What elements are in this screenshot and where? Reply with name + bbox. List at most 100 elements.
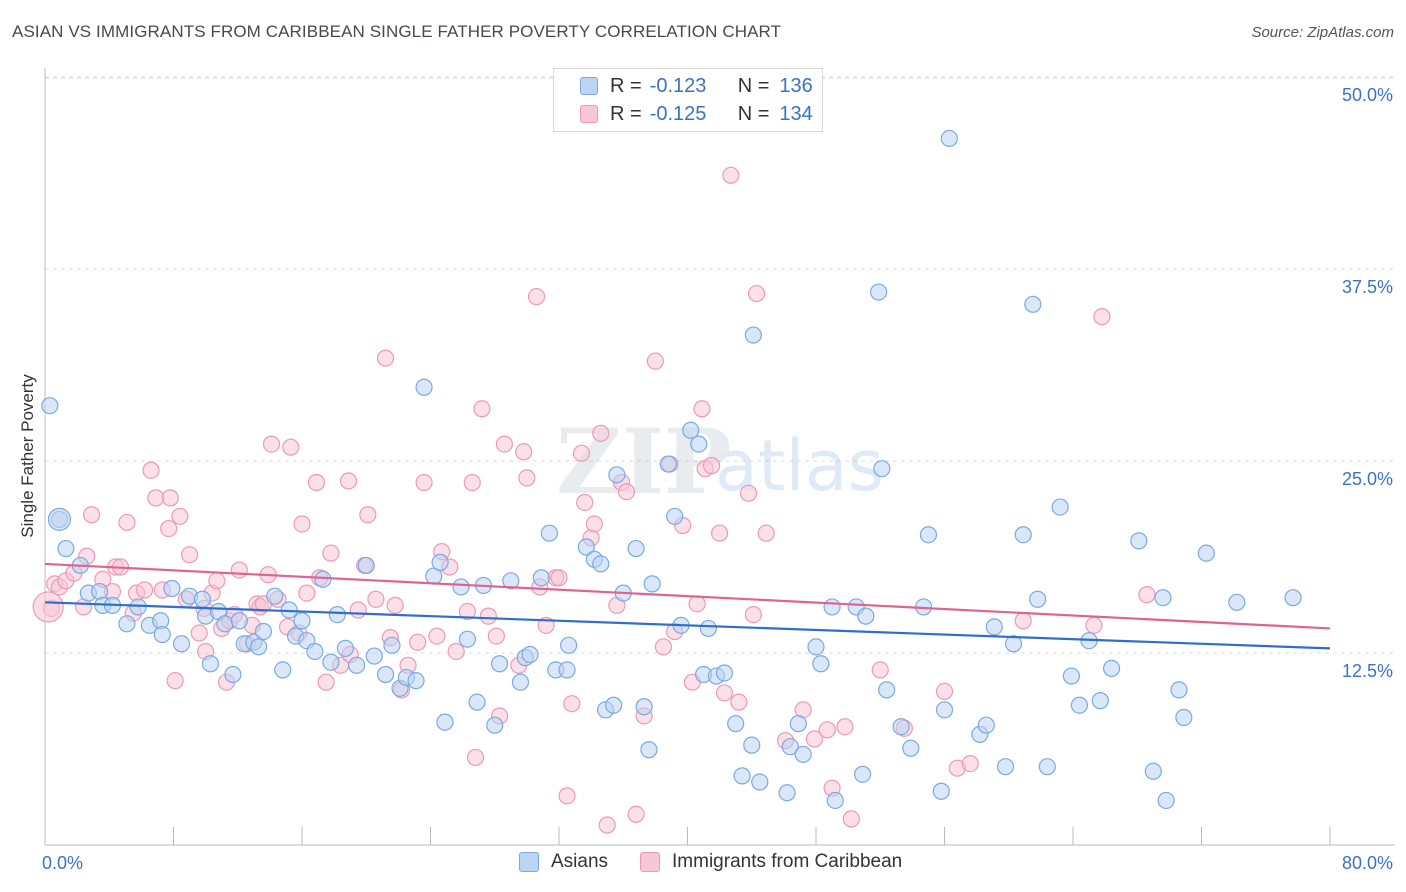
asian-point-85	[727, 715, 745, 733]
asian-point-120	[1051, 498, 1069, 516]
caribbean-point-110	[715, 684, 734, 702]
asian-point-38	[348, 656, 366, 674]
asian-point-45	[407, 672, 425, 690]
asian-point-117	[1024, 295, 1042, 313]
legend-n-label: N =	[737, 74, 770, 97]
asian-point-96	[823, 598, 841, 616]
asian-point-63	[558, 661, 576, 679]
asian-point-118	[1029, 590, 1047, 608]
asian-point-105	[902, 739, 920, 757]
caribbean-point-59	[376, 349, 395, 367]
y-tick-label-2: 37.5%	[1342, 277, 1393, 297]
asian-point-122	[1070, 696, 1089, 714]
caribbean-point-126	[935, 682, 954, 701]
asian-point-34	[314, 570, 332, 588]
chart-title: ASIAN VS IMMIGRANTS FROM CARIBBEAN SINGL…	[12, 22, 782, 41]
caribbean-point-81	[527, 288, 546, 306]
legend-n-value-caribbean: 134	[779, 102, 813, 125]
asian-point-59	[521, 645, 539, 664]
asian-point-86	[733, 767, 751, 785]
asian-point-80	[690, 435, 708, 453]
asian-point-55	[490, 655, 509, 673]
legend-r-label: R =	[610, 74, 642, 97]
asian-point-64	[560, 636, 578, 654]
caribbean-point-105	[688, 595, 706, 613]
caribbean-point-44	[282, 438, 300, 456]
asian-point-104	[892, 718, 910, 736]
asian-point-60	[532, 569, 550, 587]
asian-point-20	[216, 615, 234, 633]
asian-point-77	[666, 507, 684, 525]
asian-point-72	[627, 539, 645, 558]
legend-r-label: R =	[610, 102, 642, 125]
caribbean-point-16	[142, 461, 160, 479]
x-tick-labels: 0.0% 80.0%	[42, 853, 1393, 873]
caribbean-point-96	[617, 483, 636, 501]
asian-point-25	[250, 638, 268, 656]
caribbean-point-106	[693, 400, 711, 418]
asian-point-22	[230, 612, 248, 630]
caribbean-point-25	[190, 624, 208, 642]
asian-point-36	[328, 605, 346, 624]
caribbean-point-92	[592, 424, 610, 442]
asian-point-97	[826, 791, 844, 810]
asian-point-115	[1004, 635, 1023, 653]
asian-point-21	[224, 665, 242, 684]
asian-point-99	[853, 765, 872, 783]
caribbean-point-91	[585, 515, 603, 533]
caribbean-point-80	[518, 469, 536, 487]
asian-point-56	[502, 572, 520, 590]
asian-point-48	[431, 553, 449, 571]
stats-legend: R = -0.123 N = 136 R = -0.125 N = 134	[553, 68, 823, 132]
axes	[44, 68, 1395, 846]
legend-r-value-asians: -0.123	[649, 74, 707, 97]
asian-point-40	[365, 647, 383, 665]
asian-point-87	[743, 736, 761, 754]
x-tick-label-max: 80.0%	[1342, 853, 1393, 873]
asian-point-52	[468, 693, 486, 711]
asian-point-51	[458, 630, 477, 648]
asian-point-27	[266, 587, 284, 605]
caribbean-point-53	[339, 472, 358, 490]
asian-point-57	[511, 673, 530, 691]
asian-point-114	[996, 758, 1015, 776]
asian-point-41	[376, 665, 395, 684]
asian-point-84	[715, 664, 734, 682]
asian-point-129	[1157, 791, 1175, 810]
caribbean-point-29	[208, 572, 226, 590]
legend-swatch-asians	[519, 852, 539, 872]
caribbean-point-112	[730, 693, 748, 711]
caribbean-point-131	[1093, 308, 1111, 326]
caribbean-point-108	[702, 457, 721, 475]
caribbean-point-116	[757, 524, 775, 542]
asian-point-50	[452, 578, 470, 596]
caribbean-point-20	[161, 489, 179, 507]
watermark: ZIP atlas	[556, 409, 884, 515]
y-axis-title: Single Father Poverty	[18, 374, 37, 538]
legend-swatch-caribbean	[580, 105, 598, 123]
asian-point-2	[57, 539, 75, 558]
asian-point-42	[383, 636, 401, 654]
asian-point-89	[751, 773, 769, 791]
y-tick-label-1: 25.0%	[1342, 469, 1393, 489]
asian-point-134	[1284, 589, 1302, 607]
caribbean-point-50	[317, 673, 335, 691]
asian-point-124	[1091, 692, 1109, 710]
legend-label-caribbean: Immigrants from Caribbean	[672, 851, 903, 872]
caribbean-point-large	[32, 591, 64, 623]
asian-point-94	[807, 638, 825, 656]
caribbean-point-70	[458, 602, 477, 621]
caribbean-point-65	[415, 473, 433, 492]
caribbean-point-124	[871, 661, 889, 679]
caribbean-point-123	[842, 810, 860, 828]
x-tick-label-min: 0.0%	[42, 853, 83, 873]
caribbean-point-24	[180, 546, 199, 564]
asian-point-130	[1170, 681, 1188, 699]
asian-point-13	[163, 579, 181, 598]
asian-point-69	[605, 696, 623, 714]
asian-point-70	[608, 466, 626, 484]
asian-point-33	[306, 642, 324, 661]
caribbean-point-47	[298, 584, 316, 602]
caribbean-point-21	[166, 672, 184, 690]
